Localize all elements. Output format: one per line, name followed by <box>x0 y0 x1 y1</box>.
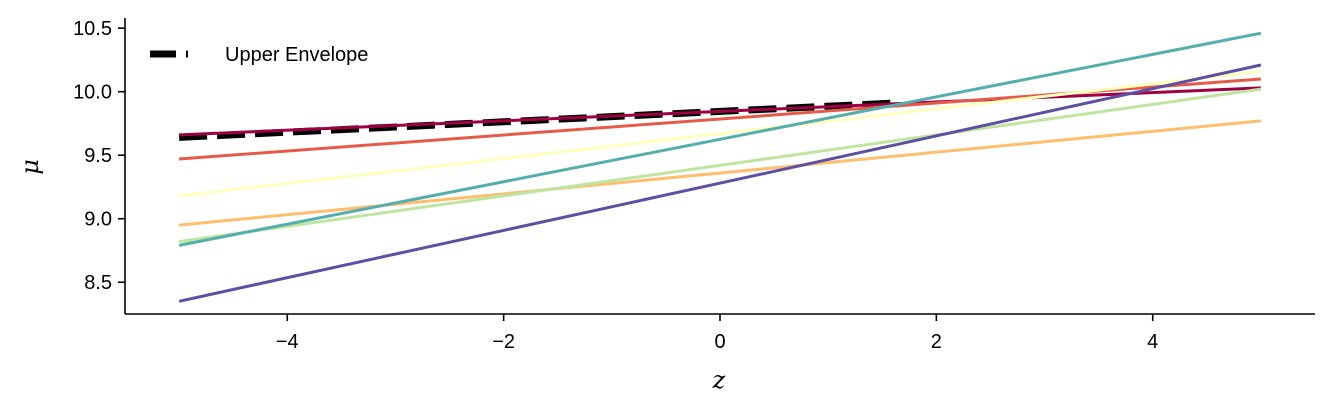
y-tick-label: 10.5 <box>73 18 112 40</box>
x-axis-label: z <box>712 366 726 394</box>
y-axis-label: μ <box>16 159 44 175</box>
y-tick-label: 10.0 <box>73 82 112 104</box>
legend: Upper Envelope <box>150 44 368 66</box>
x-tick-label: −4 <box>276 331 299 353</box>
y-tick-label: 9.0 <box>84 209 112 231</box>
x-tick-label: 0 <box>714 331 725 353</box>
series-lines <box>178 31 1262 303</box>
x-tick-label: 4 <box>1147 331 1158 353</box>
x-tick-label: 2 <box>931 331 942 353</box>
series-line-1 <box>179 86 1261 137</box>
series-line-7 <box>178 63 1262 303</box>
series-line-6 <box>178 31 1262 247</box>
y-tick-label: 8.5 <box>84 272 112 294</box>
legend-label-upper-envelope: Upper Envelope <box>225 44 368 66</box>
x-ticks: −4 −2 0 2 4 <box>276 314 1158 353</box>
y-ticks: 8.5 9.0 9.5 10.0 10.5 <box>73 18 125 294</box>
x-tick-label: −2 <box>492 331 515 353</box>
y-tick-label: 9.5 <box>84 145 112 167</box>
series-line-5 <box>178 87 1262 244</box>
series-line-4 <box>178 69 1262 198</box>
series-line-3 <box>178 119 1262 227</box>
